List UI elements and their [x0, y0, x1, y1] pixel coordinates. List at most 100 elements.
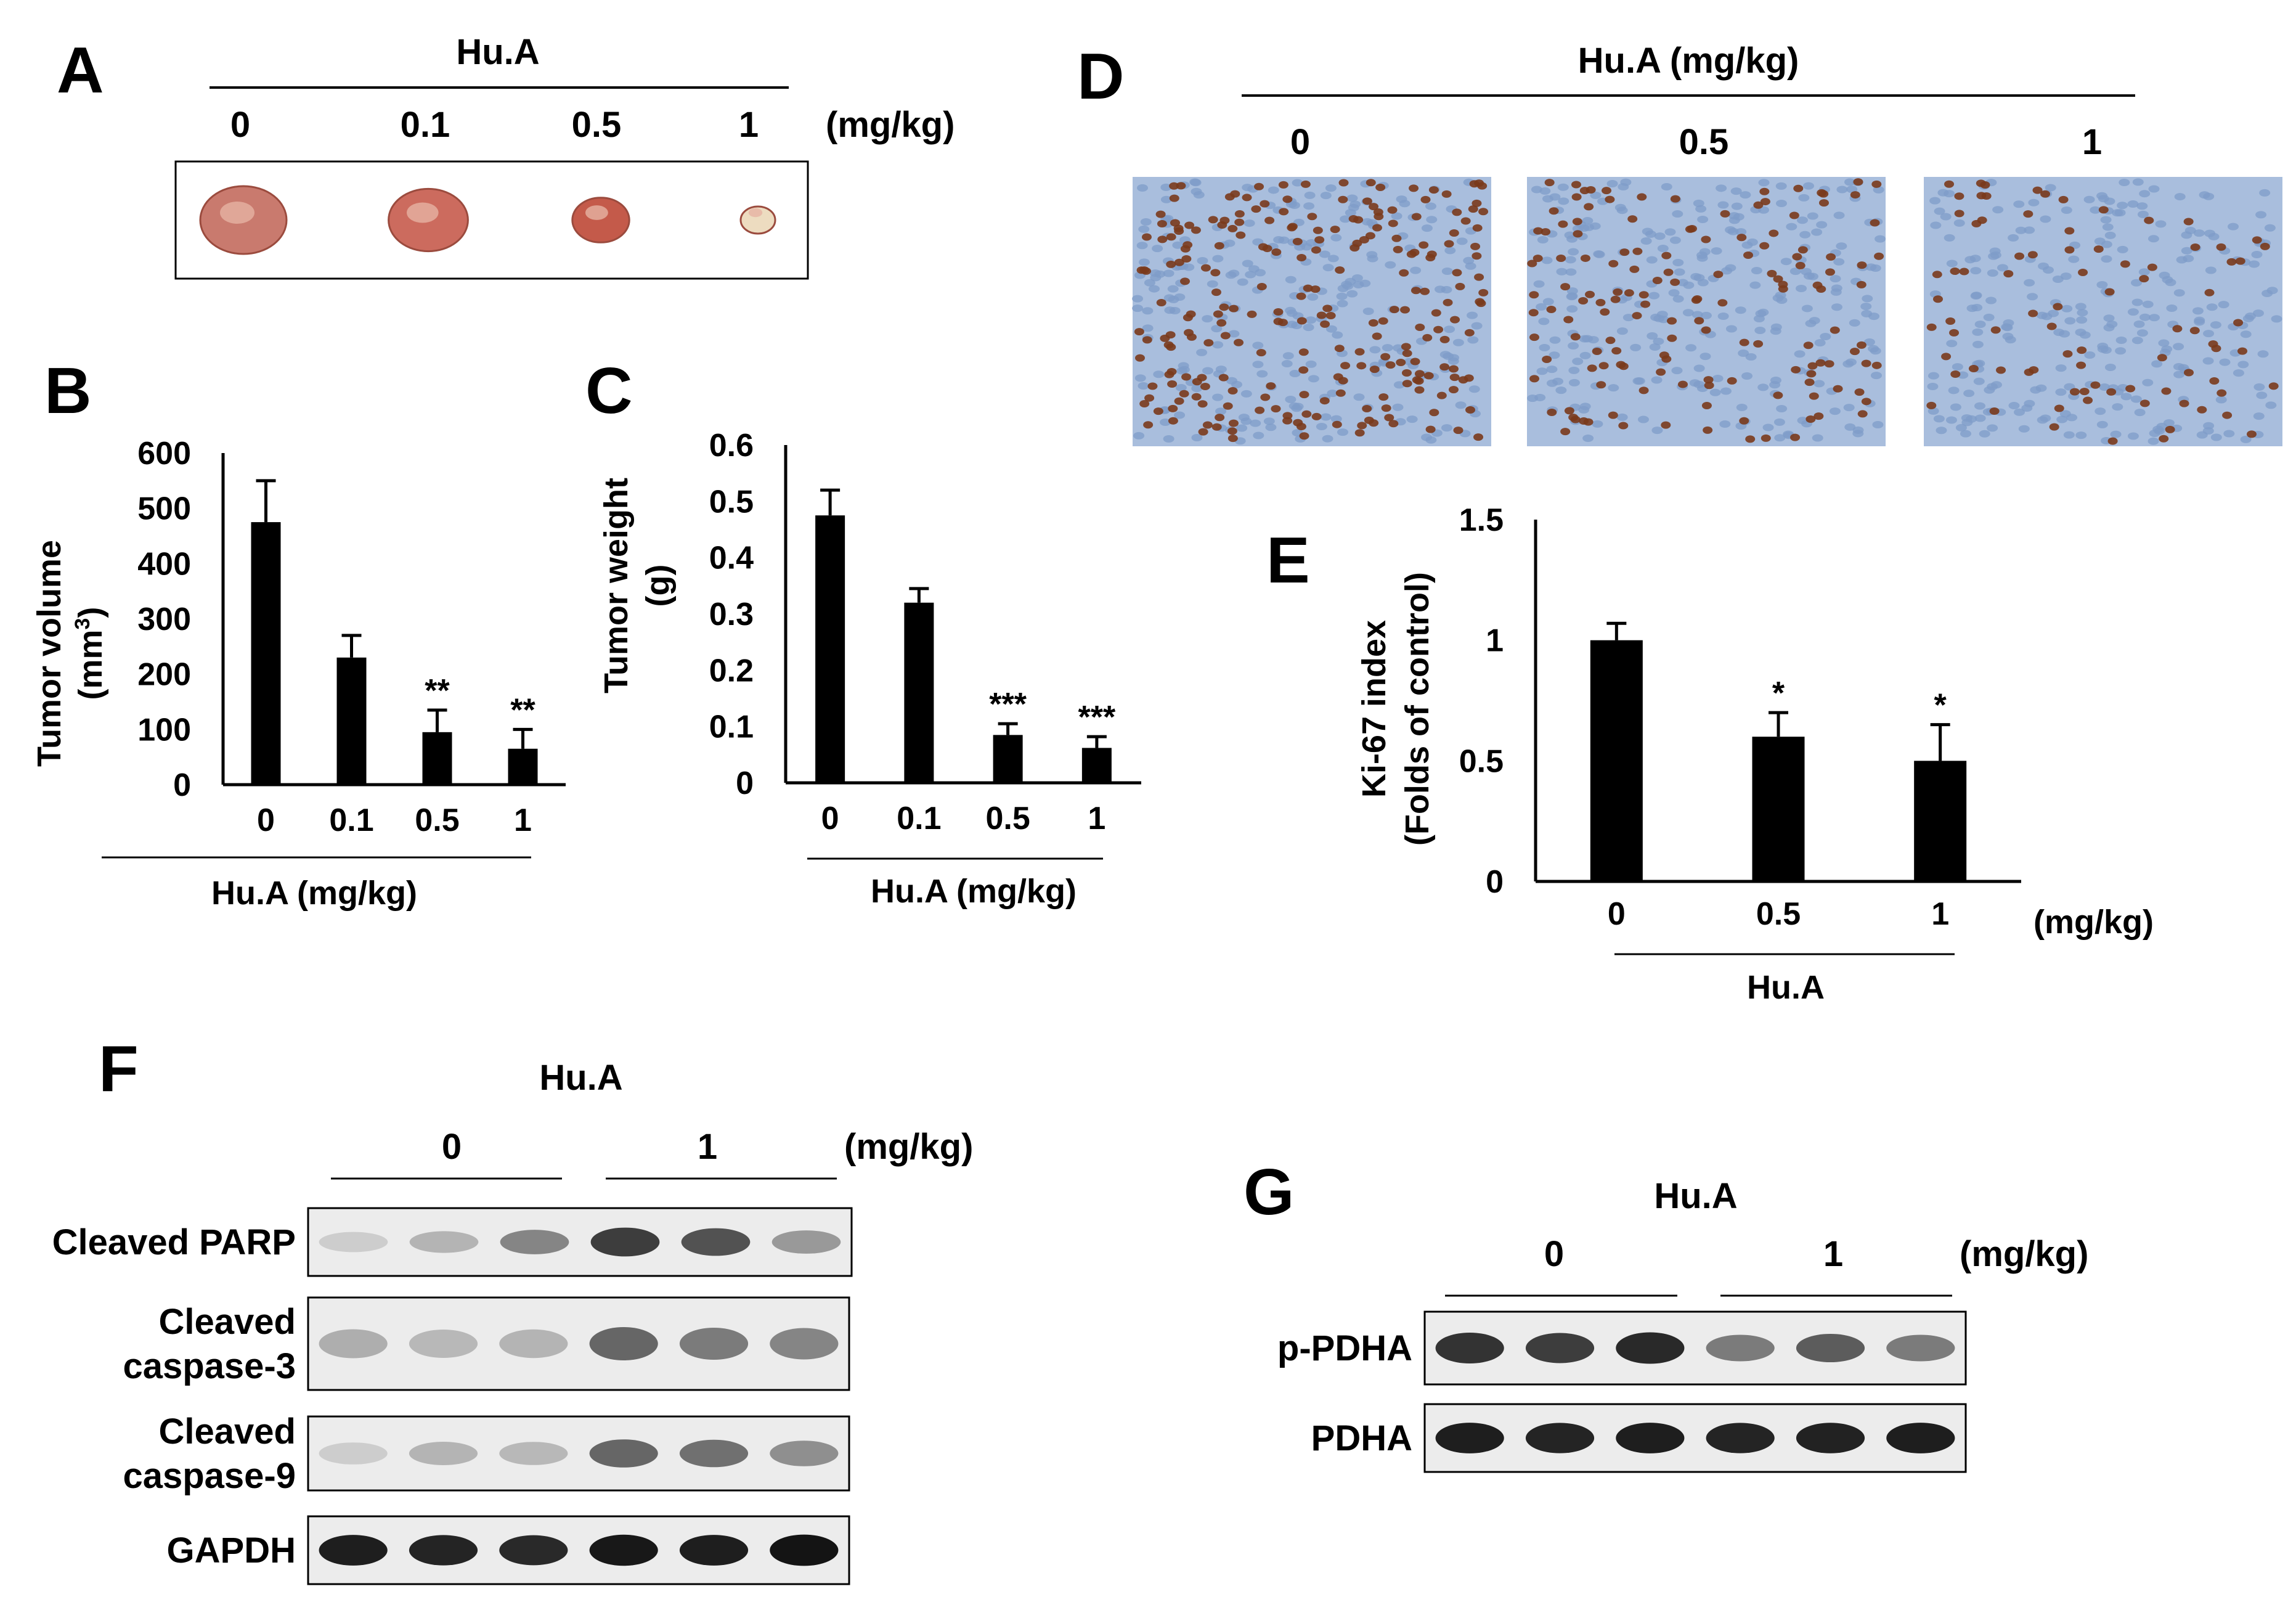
cell [1421, 433, 1433, 441]
cell [1268, 186, 1279, 194]
cell [1536, 303, 1547, 311]
cell [1798, 194, 1810, 202]
ki67-positive-nucleus [1592, 347, 1602, 355]
ki67-positive-nucleus [2233, 319, 2244, 327]
cell [2133, 320, 2145, 328]
cell [1228, 269, 1240, 277]
cell [1833, 211, 1845, 219]
ki67-positive-nucleus [1369, 366, 1380, 374]
y-tick-label: 0 [736, 766, 754, 801]
ki67-positive-nucleus [1332, 420, 1342, 428]
ki67-positive-nucleus [1850, 191, 1860, 199]
cell [2223, 430, 2235, 438]
cell [2271, 315, 2282, 323]
ki67-positive-nucleus [1759, 242, 1770, 250]
ki67-positive-nucleus [1637, 193, 1647, 201]
ki67-positive-nucleus [1861, 398, 1871, 406]
cell [1160, 195, 1172, 203]
panel-f: F Hu.A 0 1 (mg/kg) Cleaved PARPCleavedca… [52, 1032, 973, 1585]
cell [1751, 267, 1762, 275]
cell [1353, 280, 1364, 288]
ki67-positive-nucleus [1473, 433, 1484, 441]
ki67-positive-nucleus [1449, 374, 1460, 382]
cell [1197, 256, 1208, 264]
cell [2264, 224, 2276, 232]
ki67-positive-nucleus [1806, 370, 1817, 378]
cell [2219, 358, 2231, 366]
ki67-positive-nucleus [1528, 309, 1539, 317]
cell [1410, 266, 1422, 274]
ki67-positive-nucleus [1476, 300, 1486, 308]
ki67-positive-nucleus [2027, 251, 2038, 259]
cell [1133, 431, 1145, 439]
ki67-positive-nucleus [1790, 433, 1801, 441]
cell [2028, 198, 2040, 206]
cell [1860, 303, 1872, 311]
bar [336, 657, 367, 785]
cell [1307, 293, 1319, 301]
cell [2204, 229, 2216, 237]
cell [2181, 247, 2192, 255]
ki67-positive-nucleus [1950, 370, 1961, 378]
cell [2018, 425, 2030, 433]
cell [1970, 292, 1982, 300]
cell [1872, 420, 1884, 428]
ki67-positive-nucleus [1826, 253, 1836, 261]
ki67-positive-nucleus [2040, 190, 2051, 198]
ki67-positive-nucleus [1580, 254, 1590, 262]
ki67-positive-nucleus [1388, 219, 1398, 227]
significance-marker: * [1934, 688, 1947, 724]
ki67-positive-nucleus [1402, 349, 1412, 358]
cell [2147, 437, 2159, 445]
panel-a-dose-2: 0.5 [572, 105, 622, 145]
cell [1385, 261, 1396, 269]
ki67-positive-nucleus [1433, 325, 1444, 333]
ki67-positive-nucleus [1414, 370, 1425, 378]
cell [1215, 366, 1227, 374]
cell [1672, 210, 1683, 218]
ki67-positive-nucleus [1297, 317, 1307, 325]
cell [1319, 250, 1330, 258]
panel-c: C Tumor weight (g) Hu.A (mg/kg) 0 0.1 0.2 0… [585, 354, 1141, 910]
ki67-positive-nucleus [1356, 362, 1367, 370]
panel-f-letter: F [99, 1032, 139, 1105]
ki67-positive-nucleus [2046, 322, 2057, 330]
cell [2218, 301, 2229, 309]
blot-row: p-PDHA [1277, 1310, 1967, 1386]
cell [2194, 318, 2205, 326]
ki67-positive-nucleus [1652, 276, 1663, 284]
cell [1852, 430, 1864, 438]
cell [1167, 285, 1179, 293]
cell [2103, 324, 2115, 332]
panel-b: B Tumor volume (mm3) Hu.A (mg/kg) 0 100 20… [31, 354, 566, 912]
cell [2024, 279, 2035, 287]
blot-row: PDHA [1311, 1403, 1967, 1473]
cell [1868, 345, 1879, 353]
cell [1974, 402, 1985, 410]
cell [1468, 385, 1480, 393]
cell [1346, 290, 1358, 298]
cell [2096, 192, 2108, 200]
y-tick-label: 200 [137, 657, 191, 693]
ki67-positive-nucleus [1572, 218, 1582, 226]
ki67-positive-nucleus [1542, 355, 1552, 363]
ki67-positive-nucleus [1452, 269, 1462, 277]
cell [1865, 263, 1877, 271]
ki67-positive-nucleus [1362, 404, 1372, 412]
cell [2253, 383, 2265, 391]
ki67-positive-nucleus [1608, 260, 1619, 268]
ki67-positive-nucleus [1228, 304, 1239, 313]
cell [1736, 404, 1748, 412]
cell [1717, 313, 1729, 321]
ki67-positive-nucleus [2197, 406, 2207, 414]
cell [2255, 211, 2267, 219]
blot-band [679, 1439, 749, 1468]
cell [1955, 423, 1967, 431]
cell [1803, 272, 1815, 280]
cell [1683, 281, 1695, 289]
cell [1674, 268, 1685, 276]
ki67-positive-nucleus [1254, 182, 1264, 190]
cell [1568, 341, 1579, 349]
cell [1961, 414, 1972, 422]
ki67-positive-nucleus [1472, 199, 1482, 207]
